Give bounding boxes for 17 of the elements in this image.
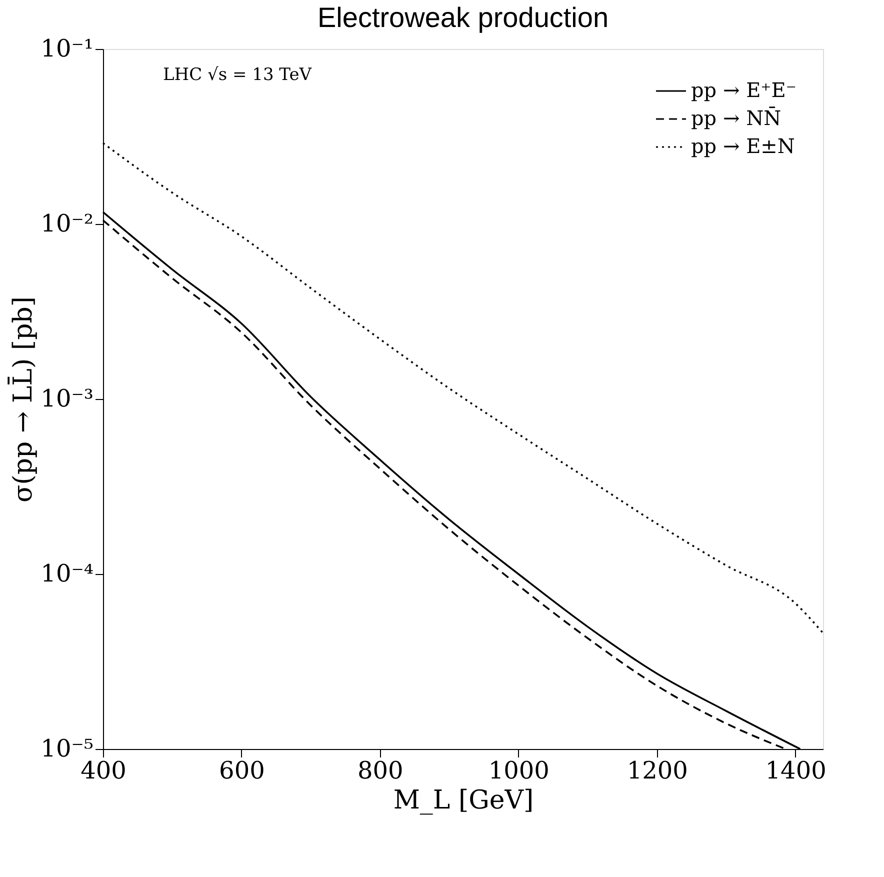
x-tick-label: 600	[219, 756, 265, 784]
x-tick-label: 400	[80, 756, 126, 784]
x-tick-label: 800	[358, 756, 404, 784]
legend-label: pp → E±N	[691, 134, 795, 158]
y-tick-label: 10⁻¹	[40, 34, 94, 62]
x-tick-label: 1400	[765, 756, 826, 784]
x-axis-title: M_L [GeV]	[393, 786, 534, 816]
chart-title: Electroweak production	[317, 2, 609, 33]
legend-label: pp → E⁺E⁻	[691, 78, 796, 102]
annotation: LHC √s = 13 TeV	[163, 65, 312, 85]
y-tick-label: 10⁻²	[40, 210, 94, 238]
y-tick-label: 10⁻⁴	[40, 560, 94, 588]
x-tick-label: 1000	[488, 756, 550, 784]
legend-label: pp → NN̄	[691, 106, 782, 130]
y-axis-title: σ(pp → LL̄) [pb]	[6, 296, 39, 503]
y-tick-label: 10⁻³	[40, 384, 94, 412]
x-tick-label: 1200	[626, 756, 688, 784]
